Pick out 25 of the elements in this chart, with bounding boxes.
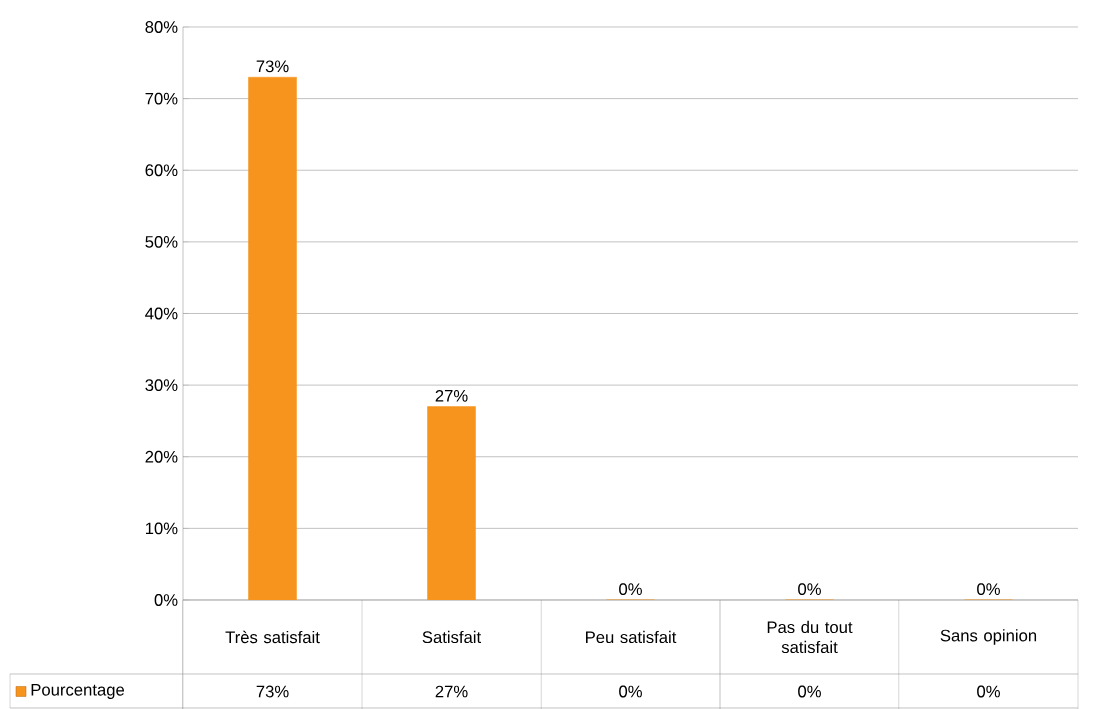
text: 0% [619,685,642,698]
text: 73% [256,60,289,73]
x-tick-label: Peu satisfait [586,630,677,644]
text: 27% [435,389,468,402]
y-tick-label: 50% [145,235,178,248]
y-tick-label: 30% [145,379,178,392]
y-tick-label: 80% [145,21,178,33]
x-tick-label: Satisfait [422,630,482,644]
legend-label: Pourcentage [31,684,125,699]
y-tick-label: 40% [145,307,178,320]
y-tick-label: 10% [145,522,178,535]
text: 0% [798,583,821,596]
x-tick-label: Sans opinion [940,629,1037,645]
x-tick-label: Pas du tout satisfait [767,620,853,654]
y-tick-label: 20% [145,450,178,463]
text: 73% [256,685,289,698]
y-tick-label: 0% [154,594,178,606]
y-tick-label: 60% [145,164,178,177]
text: 0% [977,583,1000,596]
text: 27% [435,685,468,698]
text: 0% [619,583,642,596]
text: 0% [977,685,1000,698]
x-tick-label: Très satisfait [225,630,320,644]
y-tick-label: 70% [145,92,178,105]
text: 0% [798,685,821,698]
